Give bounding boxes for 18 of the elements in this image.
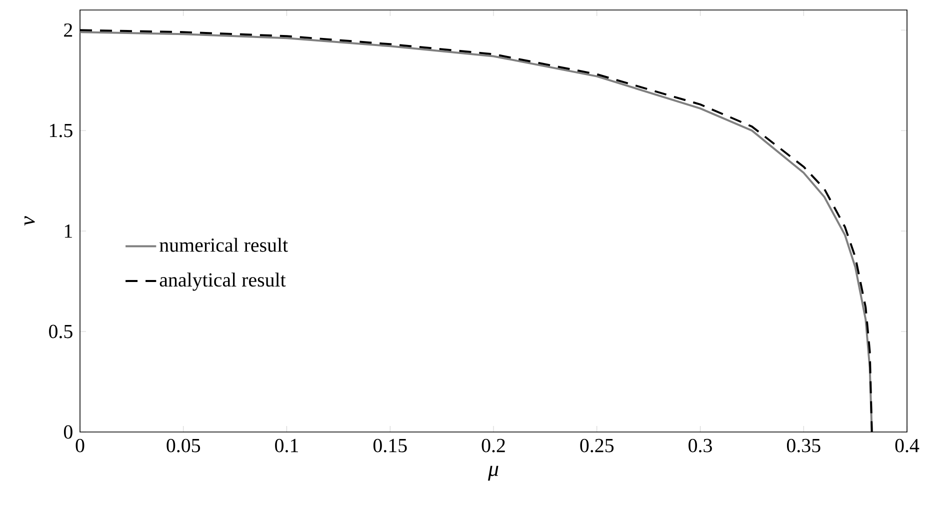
x-tick-label: 0.1 [275, 438, 298, 452]
x-tick-label: 0.2 [482, 438, 505, 452]
x-tick-label: 0.25 [580, 438, 614, 452]
y-tick-label: 0.5 [49, 324, 72, 338]
y-tick-label: 1.5 [50, 124, 72, 138]
x-axis-title: μ [488, 466, 498, 481]
x-tick-label: 0.35 [786, 438, 820, 452]
x-tick-label: 0.05 [166, 438, 200, 452]
y-axis-title: v [24, 216, 35, 226]
x-tick-label: 0.15 [373, 438, 407, 452]
y-tick-label: 0 [64, 425, 72, 439]
y-tick-label: 1 [64, 224, 72, 238]
x-tick-label: 0.3 [688, 438, 712, 452]
legend-label: numerical result [160, 238, 288, 252]
x-tick-label: 0.4 [895, 438, 920, 452]
x-tick-label: 0 [76, 438, 84, 452]
legend-label: analytical result [160, 272, 286, 291]
y-tick-label: 2 [64, 24, 72, 37]
